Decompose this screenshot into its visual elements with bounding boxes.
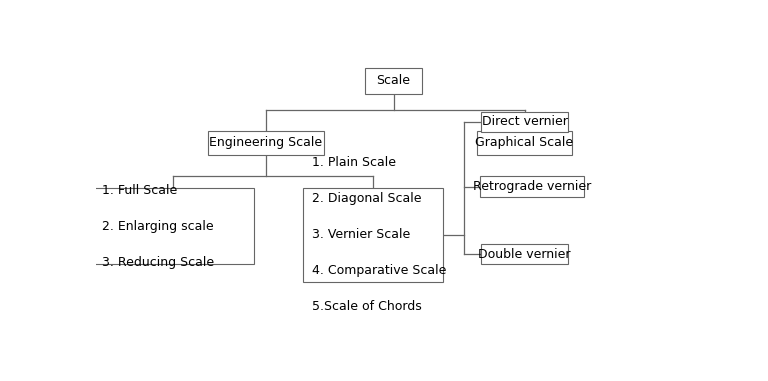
FancyBboxPatch shape (366, 68, 422, 94)
Text: Engineering Scale: Engineering Scale (209, 136, 323, 149)
FancyBboxPatch shape (480, 176, 584, 197)
Text: 1. Plain Scale

2. Diagonal Scale

3. Vernier Scale

4. Comparative Scale

5.Sca: 1. Plain Scale 2. Diagonal Scale 3. Vern… (312, 157, 446, 314)
Text: Double vernier: Double vernier (478, 248, 571, 261)
Text: 1. Full Scale

2. Enlarging scale

3. Reducing Scale: 1. Full Scale 2. Enlarging scale 3. Redu… (102, 184, 214, 269)
Text: Scale: Scale (376, 74, 411, 87)
Text: Direct vernier: Direct vernier (482, 115, 568, 128)
FancyBboxPatch shape (207, 131, 323, 155)
FancyBboxPatch shape (482, 112, 568, 132)
FancyBboxPatch shape (477, 131, 572, 155)
Text: Retrograde vernier: Retrograde vernier (473, 180, 591, 193)
Text: Graphical Scale: Graphical Scale (475, 136, 574, 149)
FancyBboxPatch shape (303, 188, 442, 282)
FancyBboxPatch shape (482, 244, 568, 264)
FancyBboxPatch shape (93, 188, 253, 264)
